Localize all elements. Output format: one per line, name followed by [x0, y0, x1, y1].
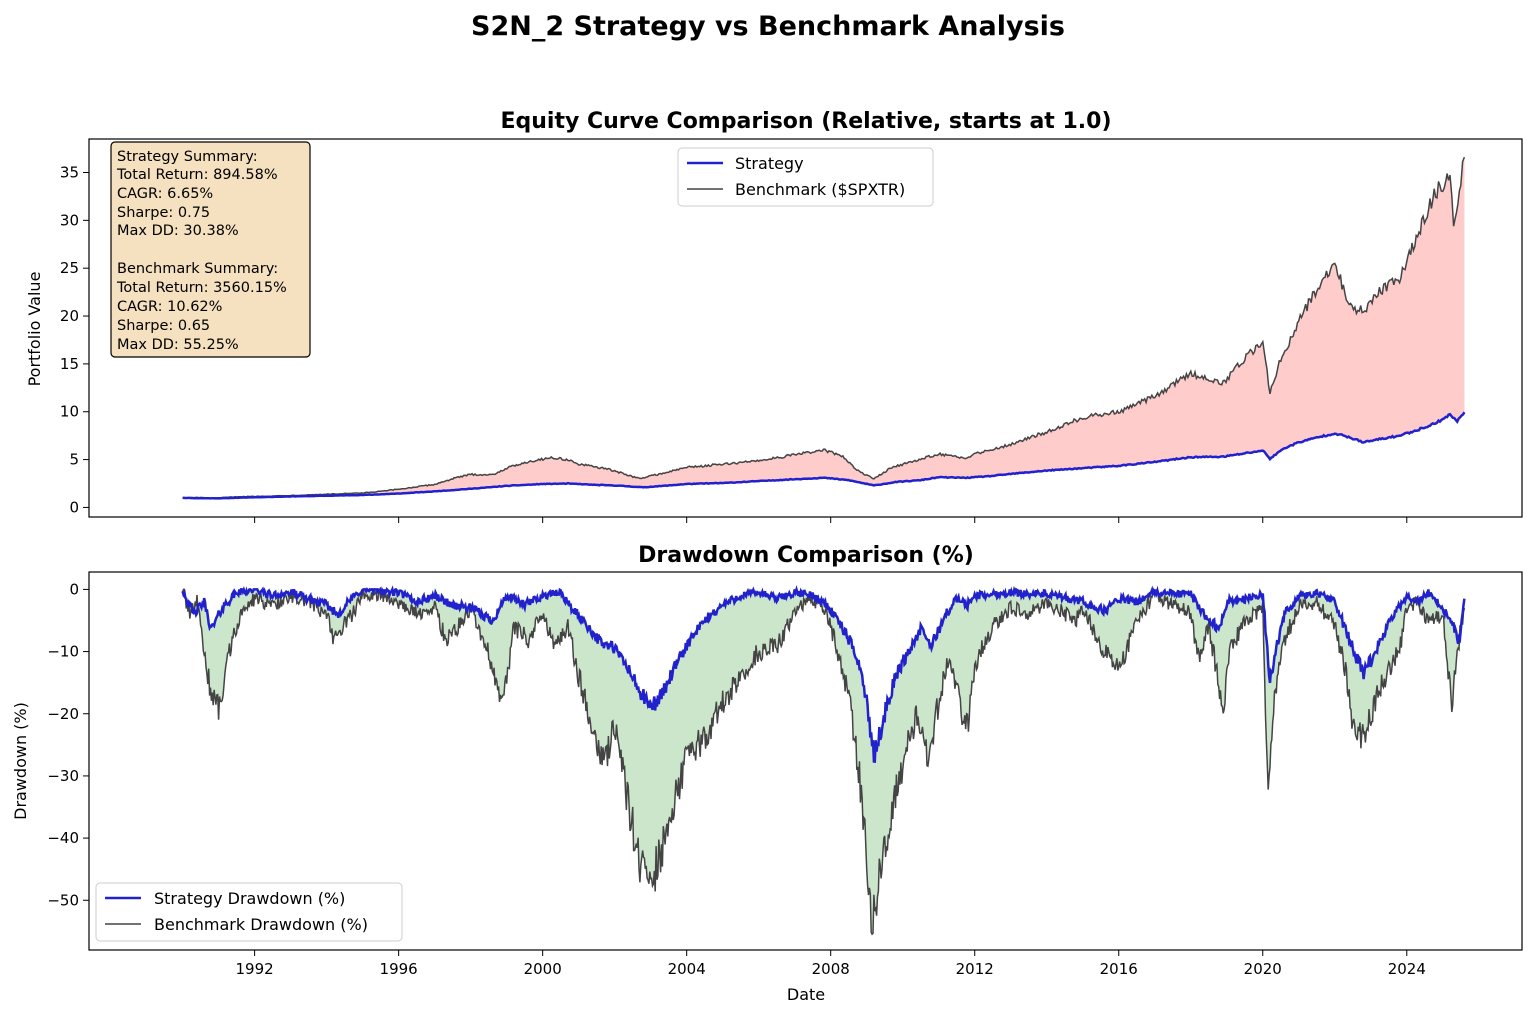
drawdown-axis-ticks: 0 −10 −20 −30 −40 −50 1992 1996 2000 2004 2008 2012…: [47, 580, 1426, 978]
equity-panel: Equity Curve Comparison (Relative, start…: [25, 109, 1523, 523]
strategy-equity-line: [182, 411, 1466, 500]
benchmark-equity-line: [182, 156, 1466, 500]
x-tick-label: 1992: [236, 960, 274, 978]
x-tick-label: 2004: [668, 960, 706, 978]
y-tick-label: −30: [47, 767, 79, 785]
x-axis-label: Date: [787, 985, 825, 1004]
summary-box-background: [110, 141, 311, 358]
y-tick-label: −40: [47, 829, 79, 847]
strategy-drawdown-line: [181, 584, 1466, 763]
summary-line: Sharpe: 0.65: [117, 318, 210, 334]
summary-line: CAGR: 6.65%: [117, 186, 213, 202]
y-tick-label: 25: [60, 259, 79, 277]
x-tick-label: 2012: [956, 960, 994, 978]
x-tick-label: 2024: [1388, 960, 1426, 978]
drawdown-gap-fill: [182, 589, 1465, 935]
summary-line: Total Return: 3560.15%: [116, 280, 287, 296]
x-tick-label: 1996: [380, 960, 418, 978]
y-tick-label: −50: [47, 891, 79, 909]
benchmark-drawdown-line: [181, 586, 1466, 936]
legend-label-benchmark-drawdown: Benchmark Drawdown (%): [154, 915, 368, 934]
x-tick-label: 2008: [812, 960, 850, 978]
legend-label-benchmark: Benchmark ($SPXTR): [735, 180, 905, 199]
summary-line: CAGR: 10.62%: [117, 299, 222, 315]
drawdown-legend: Strategy Drawdown (%) Benchmark Drawdown…: [95, 882, 403, 942]
y-tick-label: 35: [60, 163, 79, 181]
drawdown-legend-box: [95, 882, 403, 942]
drawdown-y-axis-label: Drawdown (%): [11, 702, 30, 820]
equity-axis-ticks: 0 5 10 15 20 25 30 35: [60, 163, 1408, 523]
legend-label-strategy: Strategy: [735, 154, 804, 173]
summary-line: Strategy Summary:: [117, 149, 258, 165]
equity-legend-box: [677, 147, 934, 207]
y-tick-label: 10: [60, 403, 79, 421]
figure-title: S2N_2 Strategy vs Benchmark Analysis: [471, 11, 1065, 42]
summary-line: Total Return: 894.58%: [116, 167, 278, 183]
x-tick-label: 2016: [1100, 960, 1138, 978]
y-tick-label: 0: [69, 580, 79, 598]
drawdown-panel: Drawdown Comparison (%) Drawdown (%) Dat…: [11, 543, 1523, 1004]
summary-line: Max DD: 55.25%: [117, 337, 239, 353]
y-tick-label: 5: [69, 451, 79, 469]
legend-label-strategy-drawdown: Strategy Drawdown (%): [154, 889, 345, 908]
y-tick-label: −20: [47, 705, 79, 723]
y-tick-label: 15: [60, 355, 79, 373]
equity-panel-title: Equity Curve Comparison (Relative, start…: [500, 109, 1111, 134]
drawdown-plot-frame: [88, 571, 1523, 951]
y-tick-label: 20: [60, 307, 79, 325]
drawdown-panel-title: Drawdown Comparison (%): [638, 543, 974, 568]
summary-line: Sharpe: 0.75: [117, 205, 210, 221]
summary-box: Strategy Summary: Total Return: 894.58% …: [110, 141, 311, 358]
x-tick-label: 2000: [524, 960, 562, 978]
y-tick-label: −10: [47, 643, 79, 661]
equity-plot-frame: [88, 138, 1523, 518]
y-tick-label: 30: [60, 211, 79, 229]
summary-line: Benchmark Summary:: [117, 261, 278, 277]
equity-y-axis-label: Portfolio Value: [25, 272, 44, 387]
equity-legend: Strategy Benchmark ($SPXTR): [677, 147, 934, 207]
y-tick-label: 0: [69, 498, 79, 516]
x-tick-label: 2020: [1244, 960, 1282, 978]
summary-line: Max DD: 30.38%: [117, 223, 239, 239]
equity-gap-fill: [182, 157, 1465, 499]
